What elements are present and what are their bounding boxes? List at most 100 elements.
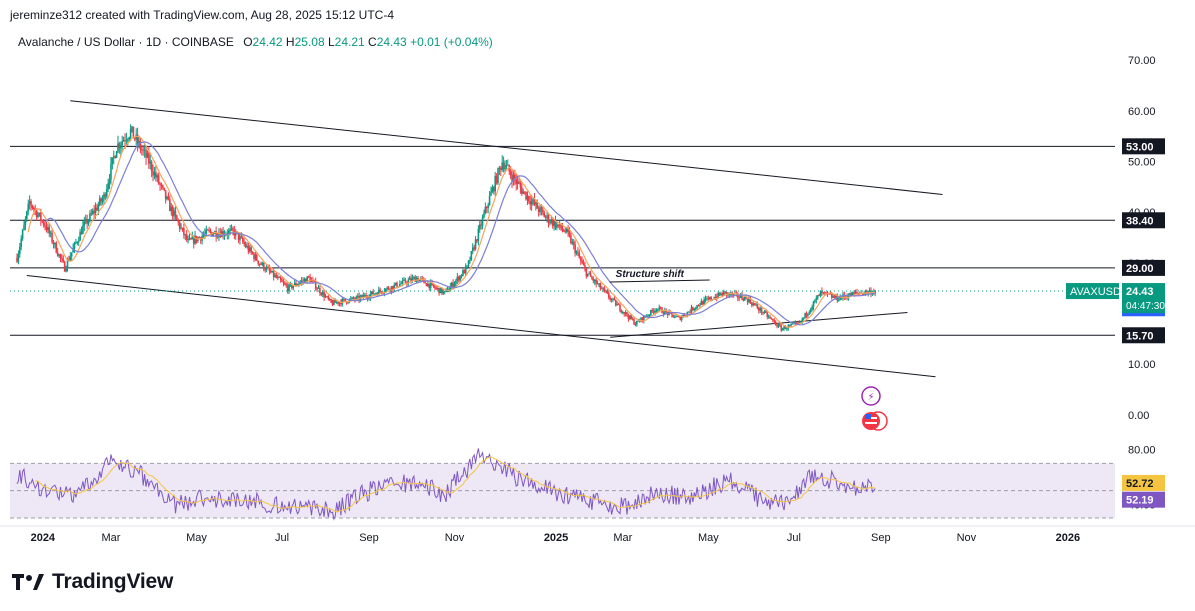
- candle-body: [206, 229, 209, 231]
- candle-body: [816, 295, 819, 298]
- candle-body: [605, 290, 607, 292]
- candle-body: [324, 296, 327, 298]
- candle-body: [814, 300, 816, 302]
- candle-body: [529, 201, 532, 205]
- candle-body: [142, 149, 145, 151]
- candle-body: [27, 203, 30, 212]
- candle-body: [507, 164, 509, 166]
- candle-body: [739, 295, 742, 298]
- high-value: 25.08: [294, 35, 325, 49]
- structure-shift-annotation: Structure shift: [616, 269, 685, 280]
- candle-body: [864, 290, 867, 294]
- candle-body: [514, 174, 516, 180]
- candle-body: [312, 280, 314, 282]
- candle-body: [680, 317, 683, 320]
- candle-body: [633, 319, 635, 325]
- x-tick-label: Sep: [871, 532, 891, 544]
- candle-body: [637, 320, 640, 322]
- candle-body: [874, 290, 877, 294]
- candle-body: [586, 273, 589, 277]
- candle-body: [659, 307, 662, 309]
- candle-body: [502, 162, 505, 170]
- candle-body: [380, 291, 383, 293]
- candle-body: [540, 207, 543, 210]
- candle-body: [335, 302, 338, 303]
- candle-body: [495, 176, 498, 184]
- candle-body: [239, 236, 241, 241]
- candle-body: [334, 300, 337, 303]
- candle-body: [802, 317, 805, 319]
- candle-body: [105, 189, 108, 197]
- candle-body: [164, 190, 167, 200]
- candle-body: [61, 257, 63, 259]
- x-tick-label: 2024: [31, 532, 56, 544]
- candle-body: [378, 289, 380, 296]
- candle-body: [131, 126, 133, 130]
- candle-body: [835, 295, 837, 298]
- candle-body: [741, 295, 743, 299]
- candle-body: [512, 174, 515, 182]
- candle-body: [469, 260, 471, 261]
- candle-body: [349, 298, 352, 300]
- candle-body: [544, 217, 547, 218]
- rsi-ma-text: 52.72: [1126, 478, 1154, 490]
- candle-body: [673, 317, 676, 318]
- x-tick-label: Mar: [613, 532, 632, 544]
- candle-body: [145, 149, 147, 158]
- x-tick-label: Jul: [787, 532, 801, 544]
- candle-body: [56, 252, 59, 256]
- candle-body: [166, 196, 168, 200]
- candle-body: [528, 195, 530, 202]
- candle-body: [579, 257, 582, 261]
- symbol-name: Avalanche / US Dollar · 1D · COINBASE: [18, 35, 234, 49]
- candle-body: [246, 245, 248, 247]
- candle-body: [403, 279, 405, 281]
- candle-body: [572, 241, 575, 245]
- candle-body: [499, 167, 502, 170]
- candle-body: [467, 260, 470, 266]
- chart-area[interactable]: Structure shift ⚡ 2024 Mar May Jul Sep Nov 2025 M…: [0, 0, 1195, 560]
- candle-body: [356, 295, 359, 297]
- candle-body: [75, 242, 77, 244]
- lightning-glyph: ⚡: [868, 392, 875, 403]
- candle-body: [689, 311, 691, 313]
- candle-body: [124, 140, 126, 141]
- candle-body: [685, 315, 687, 317]
- candle-body: [316, 288, 318, 290]
- candle-body: [490, 192, 492, 196]
- candle-body: [647, 315, 649, 317]
- candle-body: [588, 273, 590, 275]
- candle-body: [410, 278, 412, 282]
- candle-body: [818, 295, 820, 297]
- candle-body: [298, 283, 300, 285]
- candle-body: [675, 316, 677, 318]
- candle-body: [466, 265, 468, 267]
- candle-body: [376, 293, 379, 296]
- candle-body: [612, 298, 614, 300]
- candle-body: [338, 302, 341, 304]
- candle-body: [738, 297, 740, 299]
- candle-body: [742, 298, 745, 301]
- candle-body: [302, 280, 304, 282]
- candle-body: [122, 140, 125, 142]
- price-chart-svg[interactable]: Structure shift ⚡ 2024 Mar May Jul Sep Nov 2025 M…: [0, 0, 1195, 560]
- candle-body: [187, 239, 189, 241]
- y-tick-label: 60.00: [1128, 106, 1156, 118]
- y-tick-label: 70.00: [1128, 55, 1156, 67]
- candle-body: [396, 282, 398, 288]
- candle-body: [610, 299, 613, 300]
- candle-body: [363, 295, 366, 298]
- candle-body: [460, 275, 463, 277]
- candle-body: [515, 179, 518, 184]
- candle-body: [655, 310, 658, 312]
- candle-body: [121, 141, 123, 146]
- candle-body: [439, 287, 442, 294]
- candle-body: [89, 213, 91, 221]
- candle-body: [110, 163, 112, 180]
- candle-body: [603, 288, 606, 291]
- candle-body: [830, 294, 833, 298]
- candle-body: [303, 279, 306, 281]
- candle-body: [97, 205, 100, 211]
- candle-body: [809, 309, 812, 313]
- candle-body: [138, 141, 140, 144]
